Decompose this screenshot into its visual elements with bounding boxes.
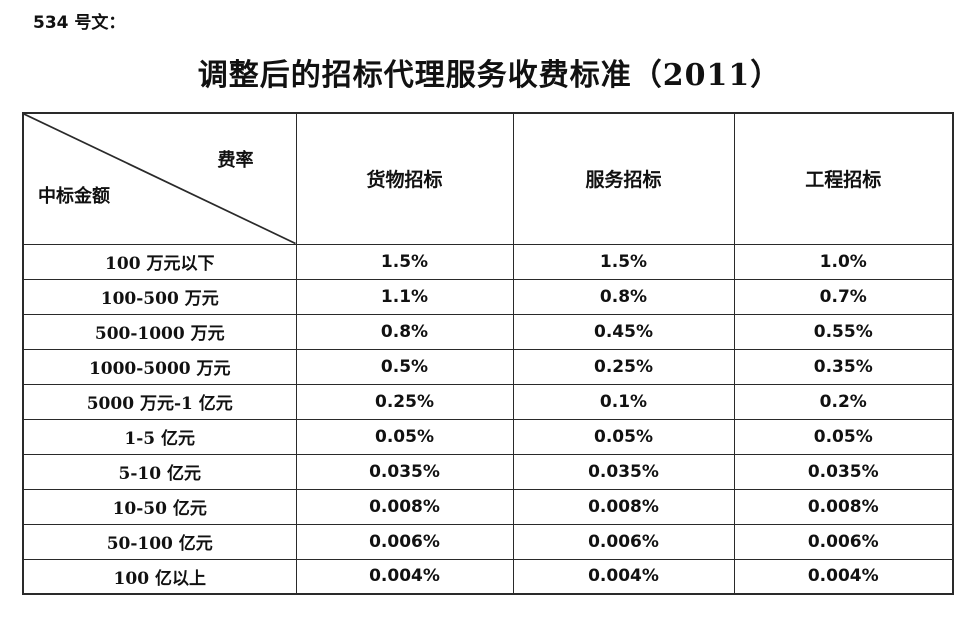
rate-engineering: 0.006% xyxy=(733,523,954,560)
column-header-engineering: 工程招标 xyxy=(733,112,954,245)
table-row: 5000 万元-1 亿元 0.25% 0.1% 0.2% xyxy=(22,383,954,420)
fee-rate-table: 费率 中标金额 货物招标 服务招标 工程招标 100 万元以下 1.5% 1.5… xyxy=(22,112,954,595)
rate-goods: 0.035% xyxy=(295,453,514,490)
table-header-row: 费率 中标金额 货物招标 服务招标 工程招标 xyxy=(22,112,954,245)
table-row: 10-50 亿元 0.008% 0.008% 0.008% xyxy=(22,488,954,525)
table-row: 1-5 亿元 0.05% 0.05% 0.05% xyxy=(22,418,954,455)
table-row: 500-1000 万元 0.8% 0.45% 0.55% xyxy=(22,313,954,350)
rate-engineering: 0.35% xyxy=(733,348,954,385)
rate-goods: 0.25% xyxy=(295,383,514,420)
row-label: 100 亿以上 xyxy=(22,558,297,595)
rate-service: 0.8% xyxy=(512,278,735,315)
corner-label-rate: 费率 xyxy=(217,150,254,171)
rate-engineering: 0.035% xyxy=(733,453,954,490)
corner-label-amount: 中标金额 xyxy=(38,185,110,207)
row-label: 5-10 亿元 xyxy=(22,453,297,490)
rate-engineering: 0.55% xyxy=(733,313,954,350)
page-title: 调整后的招标代理服务收费标准（2011） xyxy=(197,58,782,93)
row-label: 50-100 亿元 xyxy=(22,523,297,560)
table-row: 50-100 亿元 0.006% 0.006% 0.006% xyxy=(22,523,954,560)
rate-engineering: 0.7% xyxy=(733,278,954,315)
doc-number-label: 534 号文： xyxy=(33,13,126,33)
rate-engineering: 0.2% xyxy=(733,383,954,420)
rate-service: 1.5% xyxy=(512,243,735,280)
table-row: 100-500 万元 1.1% 0.8% 0.7% xyxy=(22,278,954,315)
rate-goods: 0.006% xyxy=(295,523,514,560)
row-label: 10-50 亿元 xyxy=(22,488,297,525)
rate-goods: 1.5% xyxy=(295,243,514,280)
rate-engineering: 1.0% xyxy=(733,243,954,280)
column-header-goods: 货物招标 xyxy=(295,112,514,245)
rate-service: 0.004% xyxy=(512,558,735,595)
diagonal-corner-cell: 费率 中标金额 xyxy=(22,112,297,245)
row-label: 100 万元以下 xyxy=(22,243,297,280)
row-label: 1-5 亿元 xyxy=(22,418,297,455)
rate-service: 0.006% xyxy=(512,523,735,560)
row-label: 500-1000 万元 xyxy=(22,313,297,350)
rate-engineering: 0.004% xyxy=(733,558,954,595)
diagonal-divider-line xyxy=(24,114,296,244)
rate-service: 0.008% xyxy=(512,488,735,525)
row-label: 1000-5000 万元 xyxy=(22,348,297,385)
rate-service: 0.05% xyxy=(512,418,735,455)
row-label: 5000 万元-1 亿元 xyxy=(22,383,297,420)
table-row: 100 万元以下 1.5% 1.5% 1.0% xyxy=(22,243,954,280)
rate-goods: 1.1% xyxy=(295,278,514,315)
rate-engineering: 0.05% xyxy=(733,418,954,455)
rate-goods: 0.004% xyxy=(295,558,514,595)
row-label: 100-500 万元 xyxy=(22,278,297,315)
rate-goods: 0.05% xyxy=(295,418,514,455)
rate-service: 0.25% xyxy=(512,348,735,385)
rate-goods: 0.5% xyxy=(295,348,514,385)
table-row: 5-10 亿元 0.035% 0.035% 0.035% xyxy=(22,453,954,490)
column-header-service: 服务招标 xyxy=(512,112,735,245)
rate-goods: 0.008% xyxy=(295,488,514,525)
table-row: 1000-5000 万元 0.5% 0.25% 0.35% xyxy=(22,348,954,385)
rate-service: 0.035% xyxy=(512,453,735,490)
rate-goods: 0.8% xyxy=(295,313,514,350)
rate-engineering: 0.008% xyxy=(733,488,954,525)
table-row: 100 亿以上 0.004% 0.004% 0.004% xyxy=(22,558,954,595)
rate-service: 0.1% xyxy=(512,383,735,420)
rate-service: 0.45% xyxy=(512,313,735,350)
